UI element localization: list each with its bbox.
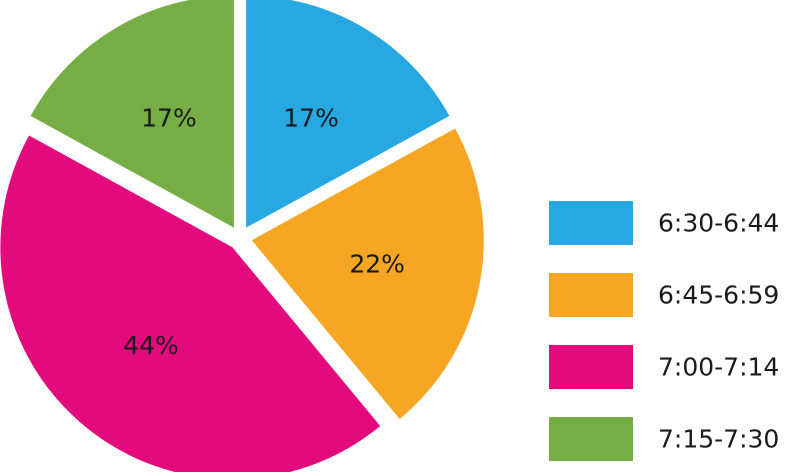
legend-label: 6:30-6:44 <box>658 209 779 238</box>
pie-slices <box>0 0 484 472</box>
legend-swatch-6:30-6:44 <box>549 201 633 245</box>
pie-slice-7:15-7:30 <box>30 0 234 228</box>
legend-label: 7:15-7:30 <box>658 425 779 454</box>
pie-slice-6:30-6:44 <box>246 0 450 228</box>
pie-slice-6:45-6:59 <box>251 128 484 420</box>
legend-swatch-7:15-7:30 <box>549 417 633 461</box>
legend-swatch-7:00-7:14 <box>549 345 633 389</box>
legend: 6:30-6:44 6:45-6:59 7:00-7:14 7:15-7:30 <box>549 201 779 461</box>
slice-percent-label: 22% <box>349 250 405 279</box>
slice-percent-label: 17% <box>141 103 197 132</box>
slice-percent-label: 44% <box>123 331 179 360</box>
legend-label: 6:45-6:59 <box>658 281 779 310</box>
legend-swatch-6:45-6:59 <box>549 273 633 317</box>
slice-percent-label: 17% <box>283 103 339 132</box>
legend-label: 7:00-7:14 <box>658 353 779 382</box>
pie-slice-7:00-7:14 <box>0 135 381 472</box>
pie-slice-labels: 17% 22% 44% 17% <box>123 103 405 360</box>
